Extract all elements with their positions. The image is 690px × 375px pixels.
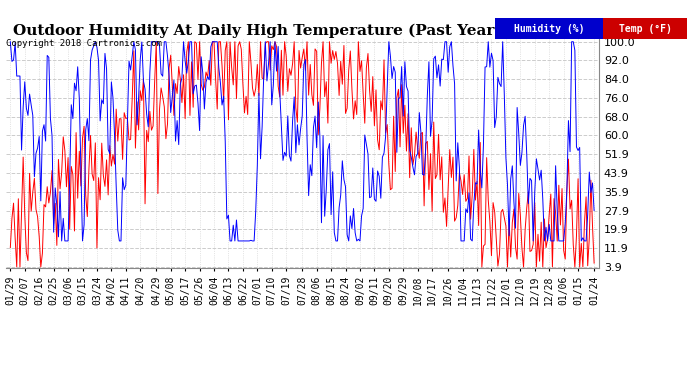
Text: Temp (°F): Temp (°F) [619,24,671,33]
Bar [603,18,687,39]
Text: Copyright 2018 Cartronics.com: Copyright 2018 Cartronics.com [6,39,161,48]
Bar [495,18,603,39]
Text: Humidity (%): Humidity (%) [514,24,584,33]
Title: Outdoor Humidity At Daily High Temperature (Past Year) 20180129: Outdoor Humidity At Daily High Temperatu… [13,24,591,38]
